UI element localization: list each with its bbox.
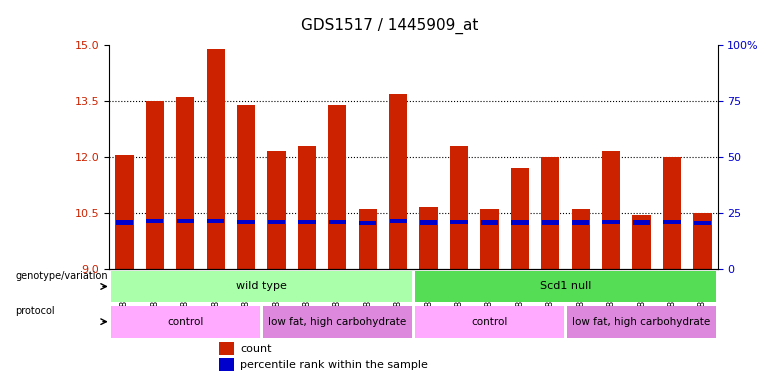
- Bar: [328, 220, 346, 224]
- Bar: [420, 207, 438, 269]
- Bar: [389, 93, 407, 269]
- Bar: [298, 220, 316, 224]
- Bar: [115, 220, 133, 225]
- Bar: [480, 220, 498, 225]
- Bar: [693, 221, 711, 225]
- Text: Scd1 null: Scd1 null: [540, 282, 591, 291]
- Bar: [693, 213, 711, 269]
- Bar: [420, 220, 438, 225]
- Bar: [633, 215, 651, 269]
- Bar: [572, 209, 590, 269]
- Bar: [450, 220, 468, 224]
- Bar: [176, 97, 194, 269]
- Text: wild type: wild type: [236, 282, 287, 291]
- Bar: [541, 220, 559, 225]
- Bar: [572, 220, 590, 225]
- Bar: [207, 49, 225, 269]
- Bar: [115, 155, 133, 269]
- Text: genotype/variation: genotype/variation: [16, 271, 108, 280]
- Bar: [237, 220, 255, 224]
- Bar: [633, 220, 651, 225]
- Bar: [218, 358, 234, 371]
- Text: control: control: [471, 316, 508, 327]
- Bar: [328, 105, 346, 269]
- Bar: [602, 152, 620, 269]
- Bar: [663, 220, 681, 224]
- FancyBboxPatch shape: [415, 271, 716, 302]
- FancyBboxPatch shape: [567, 306, 716, 338]
- Bar: [298, 146, 316, 269]
- FancyBboxPatch shape: [415, 306, 564, 338]
- Bar: [663, 157, 681, 269]
- Bar: [268, 220, 285, 224]
- FancyBboxPatch shape: [263, 306, 412, 338]
- Bar: [146, 219, 164, 224]
- Bar: [511, 168, 529, 269]
- FancyBboxPatch shape: [111, 306, 260, 338]
- Bar: [176, 219, 194, 224]
- Text: percentile rank within the sample: percentile rank within the sample: [240, 360, 428, 370]
- Bar: [602, 220, 620, 224]
- FancyBboxPatch shape: [111, 271, 412, 302]
- Bar: [511, 220, 529, 225]
- Bar: [541, 157, 559, 269]
- Bar: [268, 152, 285, 269]
- Bar: [480, 209, 498, 269]
- Bar: [389, 219, 407, 224]
- Bar: [207, 219, 225, 224]
- Text: low fat, high carbohydrate: low fat, high carbohydrate: [268, 316, 406, 327]
- Bar: [359, 209, 377, 269]
- Text: control: control: [167, 316, 204, 327]
- Text: protocol: protocol: [16, 306, 55, 316]
- Bar: [450, 146, 468, 269]
- Bar: [218, 342, 234, 355]
- Text: low fat, high carbohydrate: low fat, high carbohydrate: [573, 316, 711, 327]
- Text: count: count: [240, 344, 271, 354]
- Bar: [237, 105, 255, 269]
- Bar: [359, 221, 377, 225]
- Bar: [146, 101, 164, 269]
- Text: GDS1517 / 1445909_at: GDS1517 / 1445909_at: [301, 18, 479, 34]
